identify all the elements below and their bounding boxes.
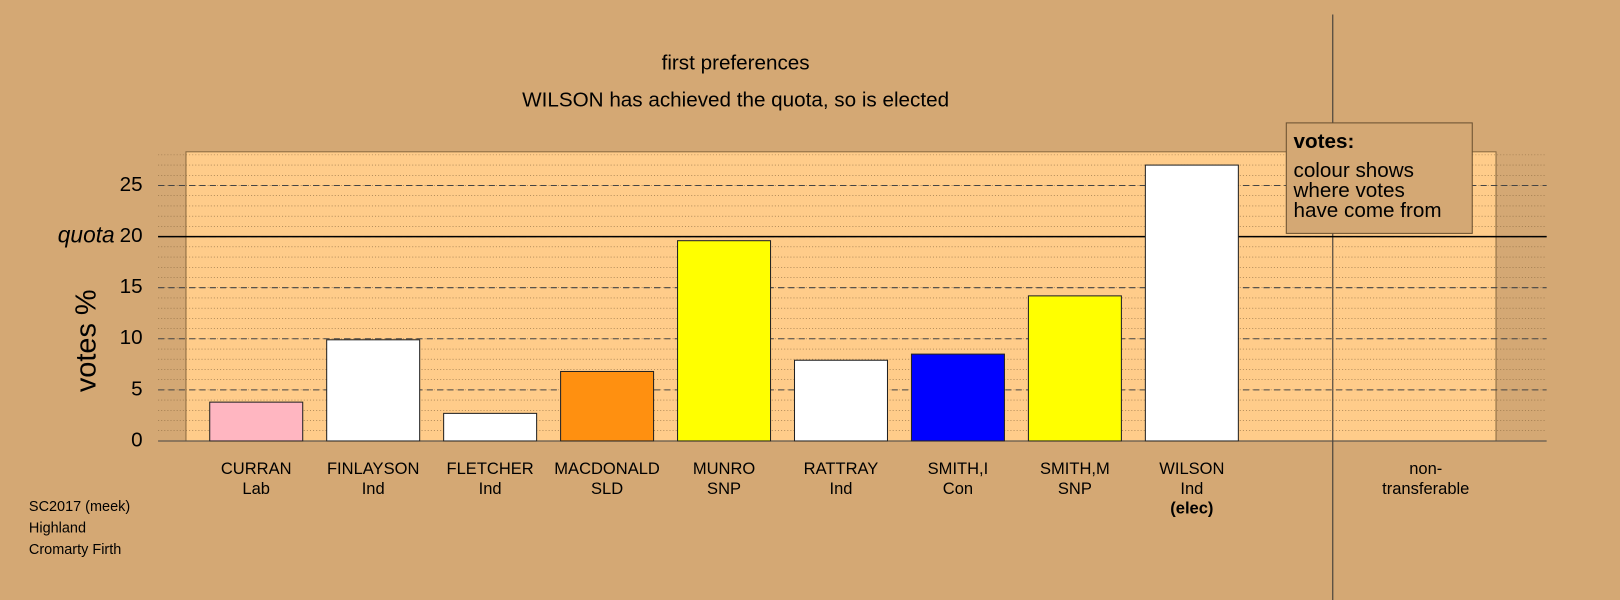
chart-title: first preferences [662, 51, 810, 74]
y-tick-label: 25 [120, 173, 143, 196]
x-tick-label: CURRAN [221, 459, 292, 478]
x-tick-label: SMITH,I [928, 459, 989, 478]
party-label: SNP [1058, 479, 1092, 498]
legend-box [1285, 122, 1473, 234]
bar [793, 359, 889, 442]
legend-text: have come from [1294, 199, 1442, 222]
bar [1144, 164, 1239, 442]
party-label: Ind [830, 479, 853, 498]
x-tick-label: MUNRO [693, 459, 756, 478]
party-label: Lab [242, 479, 270, 498]
x-tick-label: SMITH,M [1040, 459, 1110, 478]
x-tick-label: RATTRAY [804, 459, 879, 478]
party-label: Con [943, 479, 973, 498]
party-label: SLD [591, 479, 623, 498]
y-tick-label: 20 [120, 224, 143, 247]
footer-text: Highland [29, 521, 86, 537]
y-tick-label: 5 [131, 377, 142, 400]
bar [677, 240, 772, 442]
party-label: Ind [479, 479, 502, 498]
bar [443, 412, 538, 442]
bar [910, 353, 1005, 442]
y-tick-label: 0 [131, 428, 142, 451]
legend-text: where votes [1293, 179, 1405, 202]
footer-text: SC2017 (meek) [29, 499, 130, 515]
x-tick-label: WILSON [1159, 459, 1224, 478]
party-label: Ind [362, 479, 385, 498]
non-transferable-label: non- [1409, 459, 1442, 478]
x-tick-label: FINLAYSON [327, 459, 419, 478]
bar [326, 339, 421, 442]
x-tick-label: FLETCHER [447, 459, 534, 478]
party-label: SNP [707, 479, 741, 498]
y-tick-label: 15 [120, 275, 143, 298]
chart-layer: 0510152025quotaCURRANLabFINLAYSONIndFLET… [29, 122, 1547, 558]
y-tick-label: 10 [120, 326, 143, 349]
non-transferable-label: transferable [1382, 479, 1469, 498]
elected-note: (elec) [1170, 498, 1213, 517]
bar [1027, 295, 1122, 442]
footer-text: Cromarty Firth [29, 542, 121, 558]
legend-text: colour shows [1294, 159, 1414, 182]
bar [560, 370, 655, 442]
legend-title: votes: [1294, 130, 1355, 153]
y-axis-label: votes % [70, 289, 102, 392]
chart-subtitle: WILSON has achieved the quota, so is ele… [522, 89, 949, 112]
quota-label: quota [58, 222, 115, 248]
bar [209, 401, 304, 442]
x-tick-label: MACDONALD [554, 459, 660, 478]
party-label: Ind [1180, 479, 1203, 498]
